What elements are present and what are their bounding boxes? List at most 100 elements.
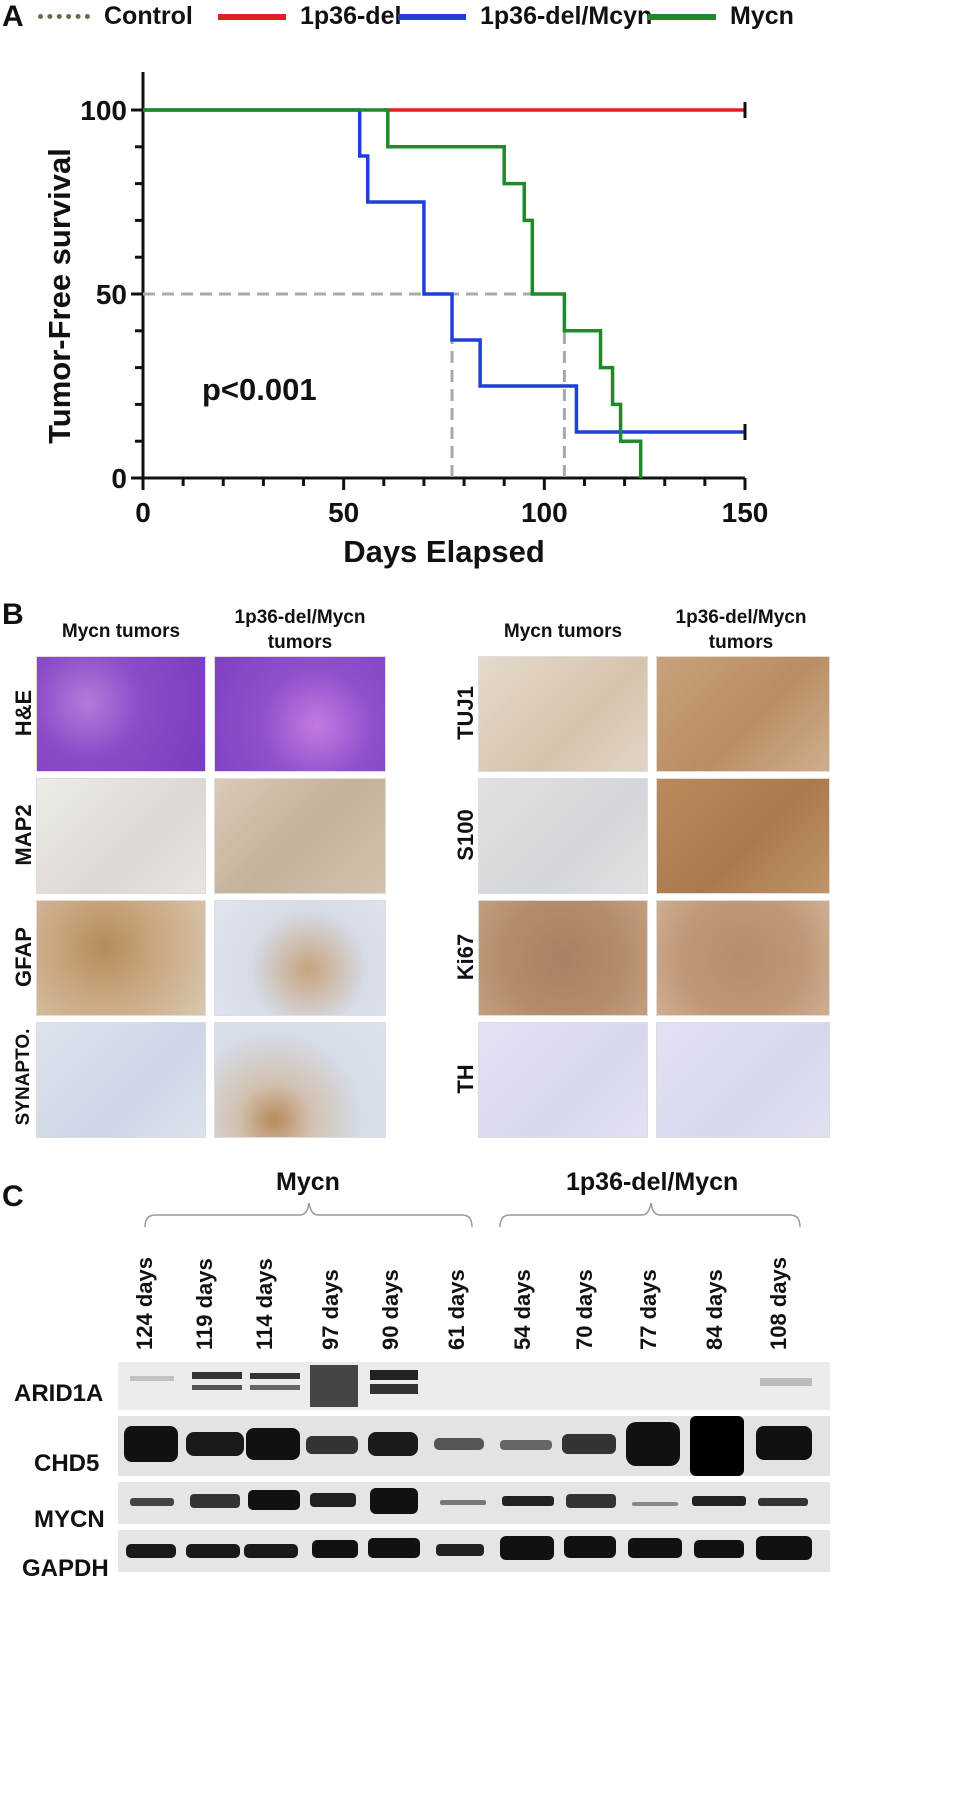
tile-gfap-1p36 bbox=[214, 900, 386, 1016]
series-line-1p36-del-mcyn bbox=[143, 108, 745, 434]
band-mycn-3 bbox=[248, 1490, 300, 1510]
band-arid1a-4 bbox=[310, 1365, 358, 1407]
band-chd5-7 bbox=[500, 1440, 552, 1450]
lane-label-8: 77 days bbox=[636, 1269, 661, 1350]
legend-swatch-3 bbox=[648, 13, 716, 20]
tile-he-1p36 bbox=[214, 656, 386, 772]
band-mycn-5 bbox=[370, 1488, 418, 1514]
lane-label-5: 61 days bbox=[444, 1269, 469, 1350]
band-mycn-8 bbox=[566, 1494, 616, 1508]
band-chd5-9 bbox=[626, 1422, 680, 1466]
band-chd5-10 bbox=[690, 1416, 744, 1476]
panel-c-letter: C bbox=[2, 1180, 24, 1213]
band-arid1a-5a bbox=[370, 1370, 418, 1380]
legend-label-1: 1p36-del bbox=[300, 2, 402, 30]
brace-mycn bbox=[144, 1202, 473, 1228]
legend-label-0: Control bbox=[104, 2, 193, 30]
band-mycn-2 bbox=[190, 1494, 240, 1508]
protein-label-mycn: MYCN bbox=[34, 1506, 105, 1533]
p-value-annotation: p<0.001 bbox=[202, 372, 317, 407]
legend-swatch-0 bbox=[38, 14, 90, 19]
tile-map2-1p36 bbox=[214, 778, 386, 894]
right-header-1p36: 1p36-del/Mycn tumors bbox=[652, 606, 830, 655]
lane-label-3: 97 days bbox=[318, 1269, 343, 1350]
band-gapdh-2 bbox=[186, 1544, 240, 1558]
band-arid1a-3b bbox=[250, 1385, 300, 1390]
lane-label-7: 70 days bbox=[572, 1269, 597, 1350]
tile-ki67-mycn bbox=[478, 900, 648, 1016]
legend-swatch-1 bbox=[218, 13, 286, 20]
y-tick-label-100: 100 bbox=[80, 95, 127, 126]
band-arid1a-3a bbox=[250, 1373, 300, 1379]
tile-he-mycn bbox=[36, 656, 206, 772]
tile-s100-1p36 bbox=[656, 778, 830, 894]
right-header-mycn: Mycn tumors bbox=[503, 621, 623, 642]
tile-map2-mycn bbox=[36, 778, 206, 894]
lane-label-0: 124 days bbox=[132, 1257, 157, 1350]
band-arid1a-2a bbox=[192, 1372, 242, 1379]
band-arid1a-1 bbox=[130, 1376, 174, 1381]
x-tick-label-50: 50 bbox=[328, 497, 359, 528]
band-gapdh-6 bbox=[436, 1544, 484, 1556]
band-chd5-11 bbox=[756, 1426, 812, 1460]
legend-item-0: Control bbox=[38, 2, 193, 31]
band-chd5-8 bbox=[562, 1434, 616, 1454]
lane-label-4: 90 days bbox=[378, 1269, 403, 1350]
y-tick-label-0: 0 bbox=[111, 463, 127, 494]
western-blots bbox=[118, 1362, 830, 1572]
band-chd5-5 bbox=[368, 1432, 418, 1456]
tile-ki67-1p36 bbox=[656, 900, 830, 1016]
tile-tuj1-mycn bbox=[478, 656, 648, 772]
band-gapdh-7 bbox=[500, 1536, 554, 1560]
legend-label-2: 1p36-del/Mcyn bbox=[480, 2, 653, 30]
y-tick-label-50: 50 bbox=[96, 279, 127, 310]
band-mycn-1 bbox=[130, 1498, 174, 1506]
band-arid1a-11 bbox=[760, 1378, 812, 1386]
band-gapdh-10 bbox=[694, 1540, 744, 1558]
protein-label-arid1a: ARID1A bbox=[14, 1380, 104, 1407]
tile-synapto-mycn bbox=[36, 1022, 206, 1138]
x-tick-label-0: 0 bbox=[135, 497, 151, 528]
band-mycn-10 bbox=[692, 1496, 746, 1506]
band-gapdh-11 bbox=[756, 1536, 812, 1560]
lane-label-6: 54 days bbox=[510, 1269, 535, 1350]
legend-swatch-2 bbox=[398, 13, 466, 20]
band-chd5-6 bbox=[434, 1438, 484, 1450]
tile-th-mycn bbox=[478, 1022, 648, 1138]
tile-th-1p36 bbox=[656, 1022, 830, 1138]
lane-label-2: 114 days bbox=[252, 1258, 277, 1350]
band-gapdh-8 bbox=[564, 1536, 616, 1558]
band-mycn-11 bbox=[758, 1498, 808, 1506]
row-label-th: TH bbox=[453, 1064, 478, 1094]
protein-label-gapdh: GAPDH bbox=[22, 1555, 109, 1582]
band-chd5-1 bbox=[124, 1426, 178, 1462]
band-mycn-7 bbox=[502, 1496, 554, 1506]
row-label-synapto: SYNAPTO. bbox=[13, 1028, 34, 1126]
left-header-1p36-text: 1p36-del/Mycn tumors bbox=[234, 607, 366, 653]
band-mycn-6 bbox=[440, 1500, 486, 1505]
legend-label-3: Mycn bbox=[730, 2, 794, 30]
band-mycn-4 bbox=[310, 1493, 356, 1507]
tile-gfap-mycn bbox=[36, 900, 206, 1016]
tile-synapto-1p36 bbox=[214, 1022, 386, 1138]
band-chd5-3 bbox=[246, 1428, 300, 1460]
panel-b-letter: B bbox=[2, 598, 24, 631]
brace-1p36 bbox=[499, 1202, 801, 1228]
band-gapdh-4 bbox=[312, 1540, 358, 1558]
band-gapdh-1 bbox=[126, 1544, 176, 1558]
band-chd5-2 bbox=[186, 1432, 244, 1456]
lane-label-10: 108 days bbox=[766, 1257, 791, 1350]
band-gapdh-3 bbox=[244, 1544, 298, 1558]
legend-item-3: Mycn bbox=[648, 2, 794, 31]
legend-item-2: 1p36-del/Mcyn bbox=[398, 2, 652, 31]
x-tick-label-100: 100 bbox=[521, 497, 568, 528]
series-line-mycn bbox=[143, 108, 643, 478]
left-header-mycn: Mycn tumors bbox=[61, 621, 181, 642]
group-braces bbox=[144, 1202, 801, 1228]
lane-label-1: 119 days bbox=[192, 1258, 217, 1350]
tile-tuj1-1p36 bbox=[656, 656, 830, 772]
y-axis-title: Tumor-Free survival bbox=[42, 148, 77, 444]
survival-chart: 0 50 100 150 0 50 100 Days Elapsed Tumor-Free su… bbox=[42, 72, 768, 569]
legend-item-1: 1p36-del bbox=[218, 2, 401, 31]
tile-s100-mycn bbox=[478, 778, 648, 894]
